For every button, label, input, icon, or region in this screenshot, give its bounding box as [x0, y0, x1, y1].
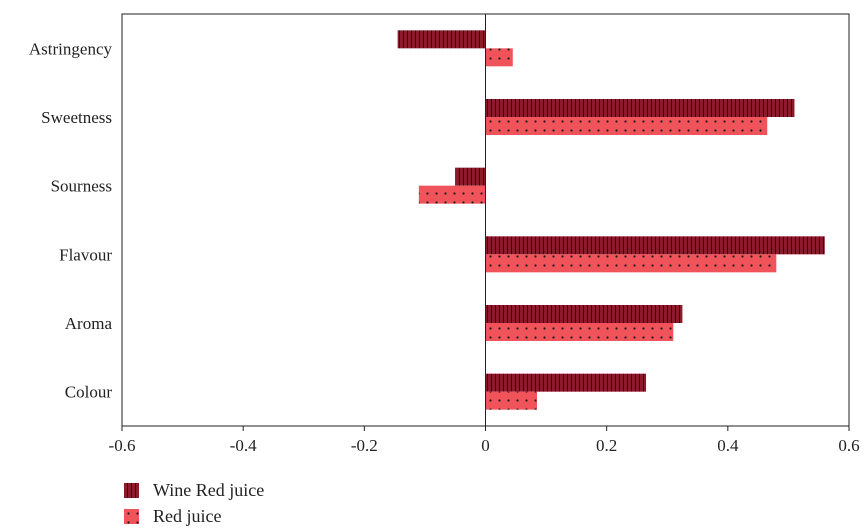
- bar-flavour-wine-red-juice: [485, 236, 825, 255]
- bar-sourness-wine-red-juice: [455, 167, 486, 186]
- x-tick-label: 0.4: [717, 436, 739, 455]
- x-tick-label: -0.4: [230, 436, 257, 455]
- x-tick-labels: -0.6 -0.4 -0.2 0 0.2 0.4 0.6: [109, 426, 860, 455]
- legend-label-red-juice: Red juice: [153, 505, 222, 526]
- legend-item-wine-red-juice: Wine Red juice: [124, 478, 264, 502]
- legend-item-red-juice: Red juice: [124, 504, 264, 528]
- bar-sweetness-red-juice: [485, 117, 768, 135]
- x-tick-label: -0.2: [351, 436, 378, 455]
- y-tick-labels: Colour Aroma Flavour Sourness Sweetness Astri…: [29, 39, 113, 401]
- bar-flavour-red-juice: [485, 254, 777, 273]
- x-tick-label: 0.2: [596, 436, 617, 455]
- legend-swatch-stripes: [124, 482, 139, 498]
- bar-sweetness-wine-red-juice: [485, 99, 795, 117]
- x-tick-label: -0.6: [109, 436, 136, 455]
- y-tick-label-colour: Colour: [65, 383, 113, 402]
- bar-colour-red-juice: [485, 391, 537, 410]
- y-tick-label-sourness: Sourness: [51, 177, 112, 196]
- bar-astringency-red-juice: [485, 48, 513, 67]
- legend-label-wine-red-juice: Wine Red juice: [153, 479, 265, 500]
- y-tick-label-flavour: Flavour: [59, 245, 112, 264]
- legend: Wine Red juice Red juice: [124, 478, 264, 530]
- y-tick-label-aroma: Aroma: [65, 314, 113, 333]
- x-tick-label: 0: [481, 436, 490, 455]
- bar-sourness-red-juice: [418, 185, 486, 204]
- y-tick-label-sweetness: Sweetness: [41, 108, 112, 127]
- y-tick-label-astringency: Astringency: [29, 39, 113, 58]
- bar-astringency-wine-red-juice: [397, 30, 486, 49]
- bar-aroma-wine-red-juice: [485, 305, 683, 323]
- bar-colour-wine-red-juice: [485, 373, 647, 392]
- bar-aroma-red-juice: [485, 323, 674, 341]
- bars-group: [397, 30, 825, 410]
- legend-swatch-dots: [124, 508, 139, 524]
- x-tick-label: 0.6: [838, 436, 859, 455]
